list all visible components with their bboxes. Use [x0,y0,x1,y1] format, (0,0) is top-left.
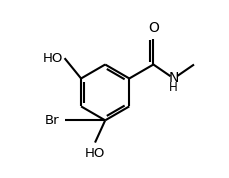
Text: O: O [147,21,158,35]
Text: H: H [169,82,177,95]
Text: Br: Br [45,114,59,127]
Text: HO: HO [85,147,105,160]
Text: N: N [168,71,178,85]
Text: HO: HO [43,52,63,65]
